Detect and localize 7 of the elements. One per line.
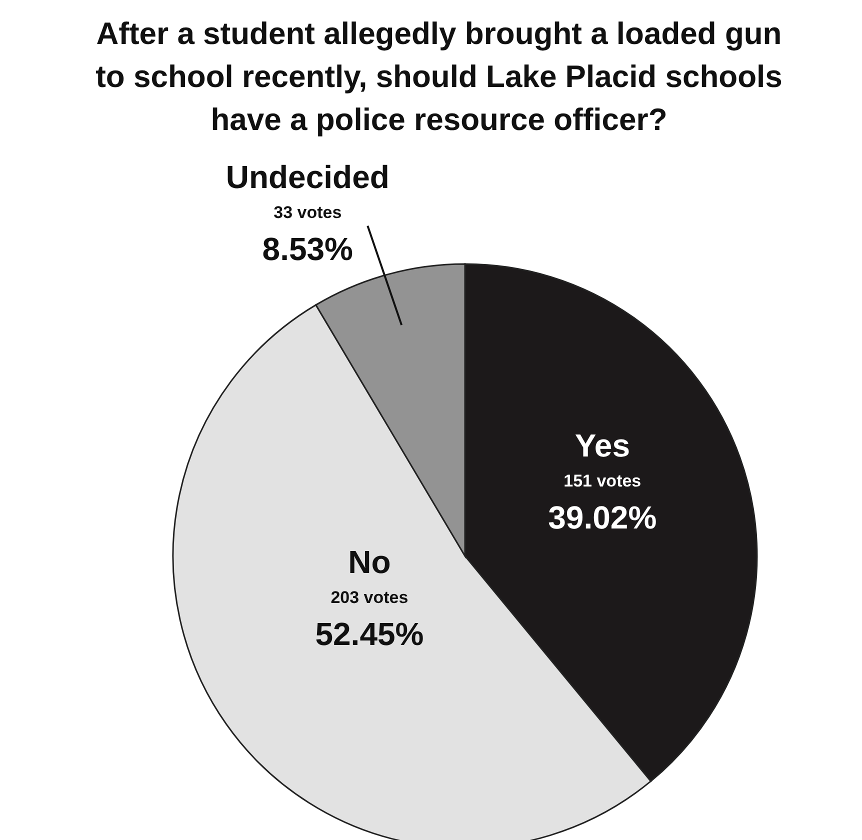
- data-label: 151 votes 39.02%: [548, 472, 657, 536]
- chart-title: After a student allegedly brought a loaded gun to school recently, should Lake Placid schools have a police resource officer?: [96, 16, 782, 137]
- slice-label: Yes: [574, 428, 630, 464]
- slice-label: No: [348, 544, 391, 580]
- data-label: 203 votes 52.45%: [315, 588, 424, 652]
- slice-label: Undecided: [226, 158, 390, 195]
- data-label: 33 votes 8.53%: [262, 202, 353, 267]
